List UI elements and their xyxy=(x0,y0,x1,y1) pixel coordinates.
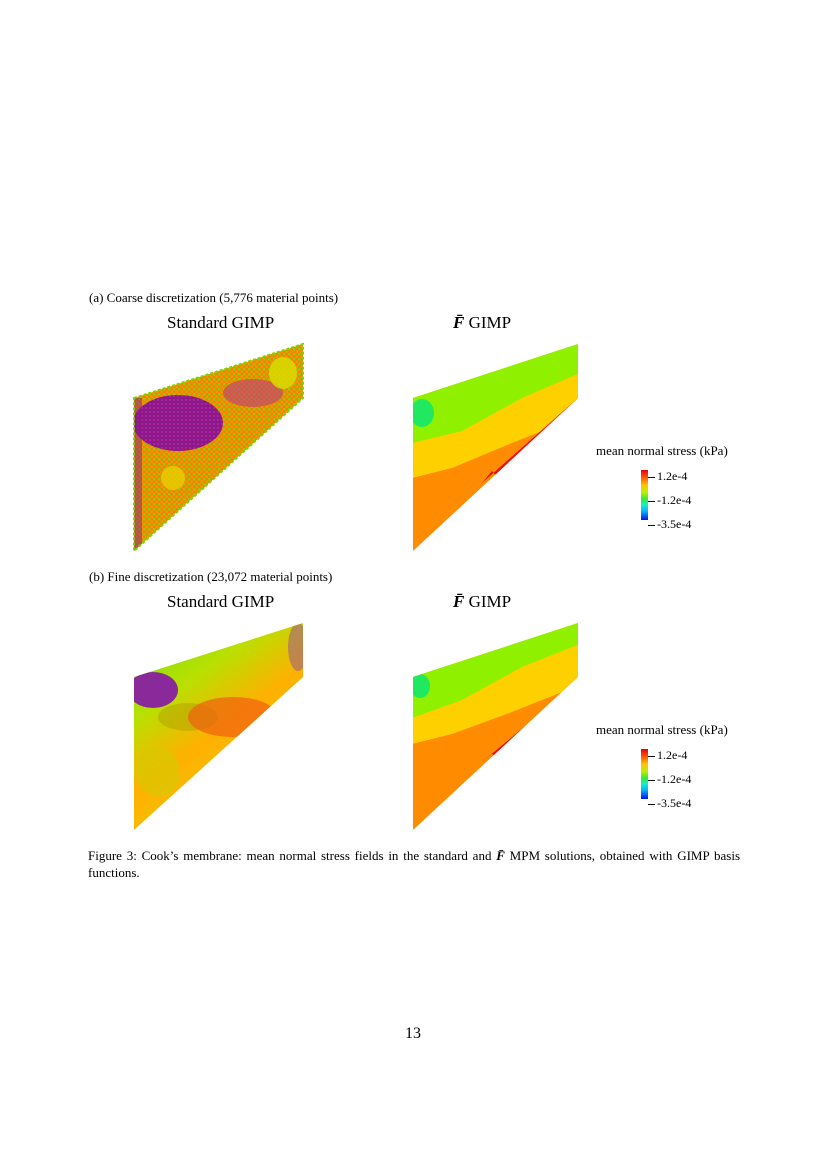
subcaption-coarse: (a) Coarse discretization (5,776 materia… xyxy=(89,290,339,305)
legend-tick-top-fine: 1.2e-4 xyxy=(648,748,687,763)
panel-title-fbar-fine: F̄ GIMP xyxy=(453,592,511,612)
legend-tick-top-coarse: 1.2e-4 xyxy=(648,469,687,484)
colorbar-fine xyxy=(641,749,648,799)
stress-field-fbar-coarse xyxy=(413,344,578,551)
legend-tick-bottom-coarse: -3.5e-4 xyxy=(648,517,691,532)
stress-field-fbar-fine xyxy=(413,623,578,830)
stress-field-standard-coarse xyxy=(133,342,304,554)
panel-title-fbar-coarse: F̄ GIMP xyxy=(453,313,511,333)
legend-tick-mid-coarse: -1.2e-4 xyxy=(648,493,691,508)
legend-tick-bottom-fine: -3.5e-4 xyxy=(648,796,691,811)
fbar-symbol: F̄ xyxy=(453,313,465,332)
panel-title-standard-coarse: Standard GIMP xyxy=(167,313,275,332)
panel-title-text: GIMP xyxy=(464,313,512,332)
colorbar-coarse xyxy=(641,470,648,520)
page-number: 13 xyxy=(405,1025,421,1042)
legend-tick-mid-fine: -1.2e-4 xyxy=(648,772,691,787)
caption-prefix: Figure 3: Cook’s membrane: mean normal s… xyxy=(88,848,497,863)
legend-title-coarse: mean normal stress (kPa) xyxy=(596,443,728,458)
stress-field-standard-fine xyxy=(134,623,303,830)
legend-title-fine: mean normal stress (kPa) xyxy=(596,722,728,737)
caption-suffix: MPM solutions, obtained with GIMP basis … xyxy=(88,848,741,880)
figure-caption: Figure 3: Cook’s membrane: mean normal s… xyxy=(88,847,740,881)
panel-title-text: GIMP xyxy=(464,592,512,611)
subcaption-fine: (b) Fine discretization (23,072 material… xyxy=(89,569,333,584)
panel-title-standard-fine: Standard GIMP xyxy=(167,592,275,611)
fbar-symbol: F̄ xyxy=(453,592,465,611)
caption-fbar-symbol: F̄ xyxy=(496,848,505,863)
